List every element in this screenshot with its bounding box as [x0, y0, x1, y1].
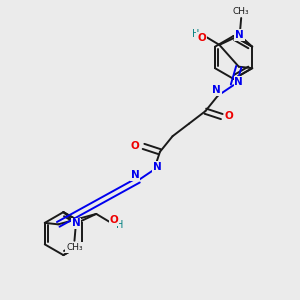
Text: CH₃: CH₃ — [66, 243, 83, 252]
Text: CH₃: CH₃ — [233, 7, 250, 16]
Text: N: N — [212, 85, 221, 95]
Text: O: O — [225, 111, 234, 121]
Text: H: H — [192, 28, 200, 38]
Text: N: N — [72, 218, 80, 229]
Text: H: H — [116, 220, 123, 230]
Text: N: N — [235, 30, 244, 40]
Text: O: O — [110, 215, 118, 226]
Text: O: O — [197, 33, 206, 43]
Text: N: N — [130, 170, 139, 180]
Text: O: O — [131, 141, 140, 152]
Text: N: N — [153, 162, 162, 172]
Text: N: N — [234, 76, 243, 87]
